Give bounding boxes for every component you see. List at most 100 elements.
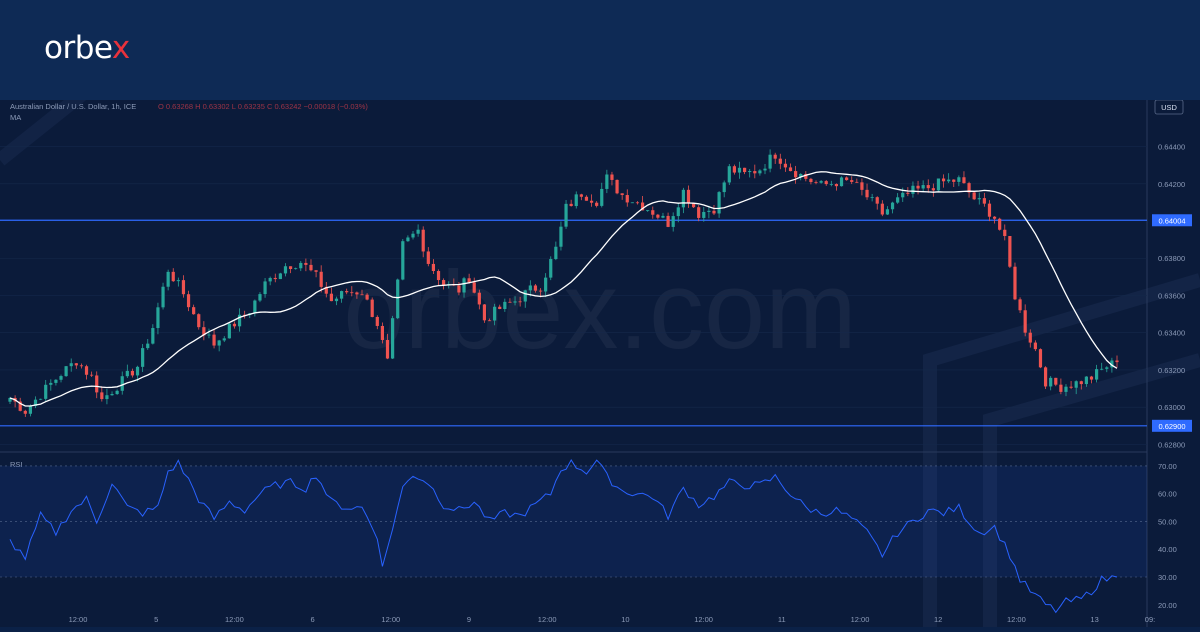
candle-body[interactable] [1105, 367, 1109, 369]
candle-body[interactable] [120, 376, 124, 391]
candle-body[interactable] [702, 211, 706, 218]
candle-body[interactable] [411, 233, 415, 238]
candle-body[interactable] [610, 174, 614, 180]
candle-body[interactable] [763, 168, 767, 171]
candle-body[interactable] [523, 290, 527, 302]
candle-body[interactable] [544, 277, 548, 292]
candle-body[interactable] [125, 370, 129, 377]
candle-body[interactable] [1100, 368, 1104, 370]
candle-body[interactable] [538, 290, 543, 292]
candle-body[interactable] [625, 195, 629, 203]
candle-body[interactable] [69, 363, 73, 367]
candle-body[interactable] [79, 365, 84, 367]
candle-body[interactable] [202, 327, 206, 336]
candle-body[interactable] [64, 366, 68, 377]
candle-body[interactable] [105, 395, 109, 400]
candle-body[interactable] [952, 179, 956, 182]
candle-body[interactable] [732, 166, 736, 173]
candle-body[interactable] [426, 251, 430, 264]
candle-body[interactable] [375, 316, 379, 326]
candle-body[interactable] [90, 374, 94, 376]
candle-body[interactable] [717, 192, 721, 214]
candle-body[interactable] [676, 207, 680, 217]
candle-body[interactable] [462, 278, 466, 293]
candle-body[interactable] [870, 197, 874, 198]
candle-body[interactable] [824, 181, 828, 185]
candle-body[interactable] [681, 189, 685, 208]
candle-body[interactable] [533, 285, 538, 291]
candle-body[interactable] [283, 266, 288, 274]
candle-body[interactable] [457, 285, 461, 293]
candle-body[interactable] [574, 194, 578, 207]
candle-body[interactable] [258, 294, 262, 301]
candle-body[interactable] [482, 304, 487, 321]
candle-body[interactable] [421, 229, 425, 252]
candle-body[interactable] [467, 278, 471, 283]
candle-body[interactable] [1049, 377, 1053, 387]
candle-body[interactable] [324, 286, 328, 294]
candle-body[interactable] [885, 209, 890, 215]
candle-body[interactable] [839, 177, 844, 187]
candle-body[interactable] [273, 277, 277, 280]
candle-body[interactable] [901, 192, 905, 198]
candle-body[interactable] [569, 203, 573, 207]
candle-body[interactable] [192, 307, 196, 315]
candle-body[interactable] [1003, 229, 1007, 237]
candle-body[interactable] [416, 229, 420, 234]
candle-body[interactable] [890, 202, 895, 210]
candle-body[interactable] [212, 334, 216, 346]
candle-body[interactable] [712, 210, 716, 214]
candle-body[interactable] [1013, 266, 1017, 300]
candle-body[interactable] [656, 214, 660, 218]
candle-body[interactable] [584, 196, 589, 201]
candle-body[interactable] [431, 263, 436, 272]
candle-body[interactable] [742, 167, 747, 173]
candle-body[interactable] [880, 203, 884, 215]
candle-body[interactable] [391, 318, 395, 359]
candle-body[interactable] [472, 282, 476, 293]
candle-body[interactable] [370, 299, 374, 317]
candle-body[interactable] [748, 171, 752, 173]
candle-body[interactable] [237, 314, 242, 327]
candle-body[interactable] [753, 171, 757, 174]
candle-body[interactable] [59, 376, 63, 380]
candle-body[interactable] [401, 241, 405, 280]
candle-body[interactable] [1008, 236, 1012, 267]
candle-body[interactable] [814, 182, 818, 183]
candle-body[interactable] [84, 366, 89, 375]
candle-body[interactable] [151, 328, 155, 344]
candle-body[interactable] [916, 185, 920, 189]
candle-body[interactable] [615, 179, 619, 194]
currency-label[interactable]: USD [1161, 103, 1177, 112]
candle-body[interactable] [268, 277, 272, 282]
candle-body[interactable] [727, 166, 731, 183]
candle-body[interactable] [992, 216, 997, 219]
candle-body[interactable] [620, 193, 624, 196]
candle-body[interactable] [1079, 381, 1083, 385]
candle-body[interactable] [1054, 377, 1058, 385]
candle-body[interactable] [931, 188, 935, 191]
candle-body[interactable] [171, 271, 175, 282]
candle-body[interactable] [579, 194, 583, 197]
candle-body[interactable] [23, 410, 27, 414]
candle-body[interactable] [635, 202, 640, 204]
candle-body[interactable] [232, 323, 237, 327]
candle-body[interactable] [977, 198, 981, 200]
candle-body[interactable] [865, 189, 869, 198]
candle-body[interactable] [691, 203, 696, 208]
candle-body[interactable] [549, 259, 553, 278]
candle-body[interactable] [95, 375, 99, 393]
candle-body[interactable] [442, 280, 446, 286]
candle-body[interactable] [957, 177, 961, 182]
candle-body[interactable] [74, 363, 78, 366]
currency-box[interactable] [1154, 99, 1184, 115]
candle-body[interactable] [1018, 299, 1022, 311]
candle-body[interactable] [156, 307, 160, 329]
candle-body[interactable] [1084, 376, 1088, 385]
candle-body[interactable] [697, 207, 701, 218]
candle-body[interactable] [350, 292, 354, 294]
candle-body[interactable] [518, 301, 522, 303]
candle-body[interactable] [263, 281, 267, 295]
candle-body[interactable] [365, 294, 369, 300]
candle-body[interactable] [845, 177, 849, 181]
